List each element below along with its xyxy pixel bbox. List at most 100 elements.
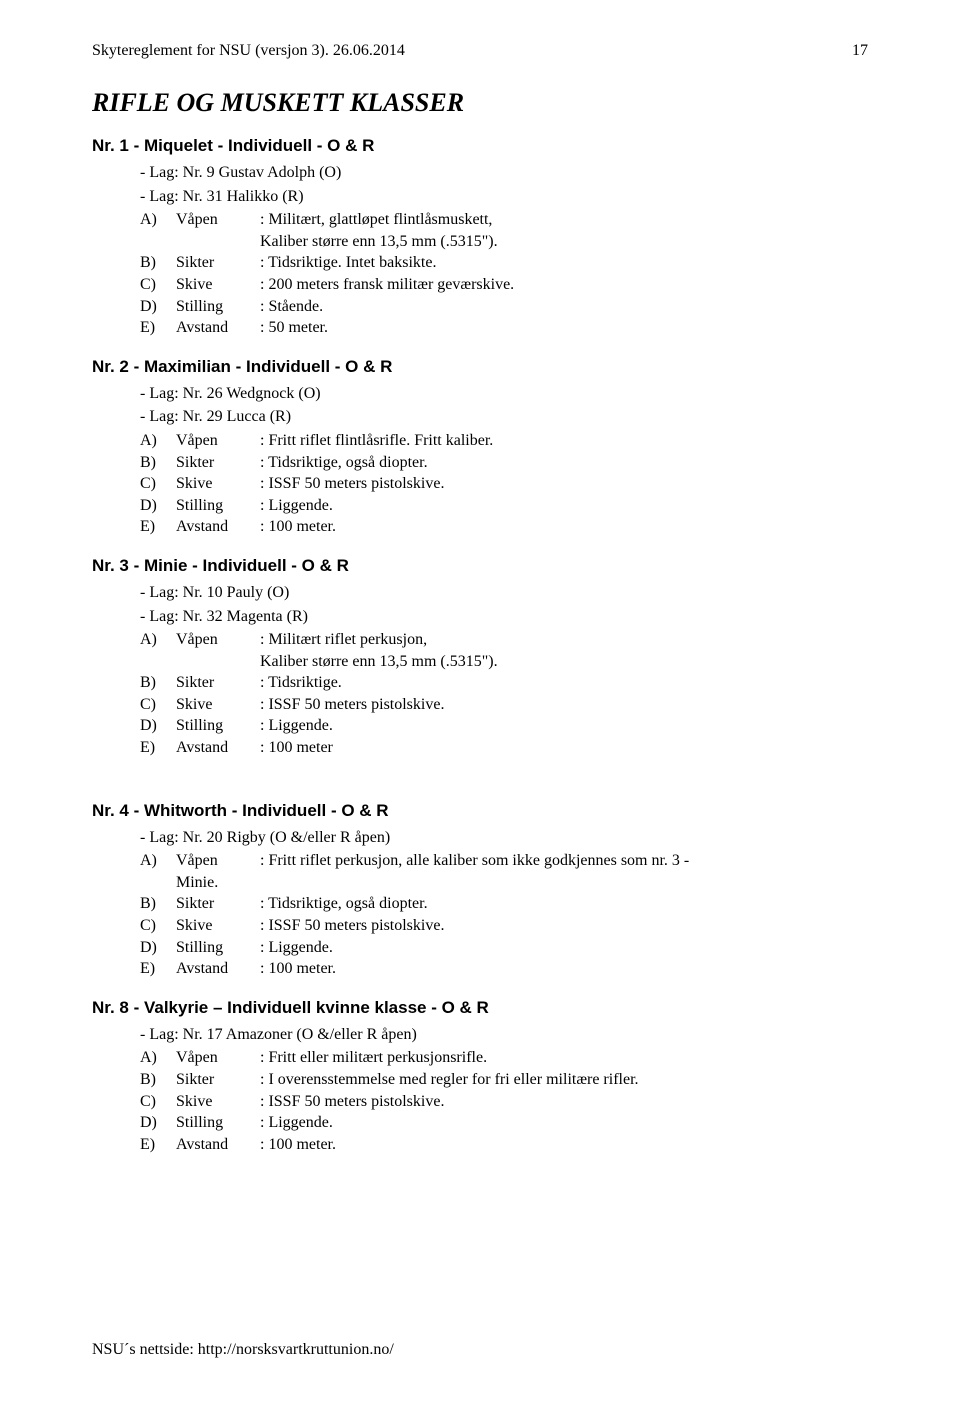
field-value: : Militært, glattløpet flintlåsmuskett, (260, 209, 868, 231)
field-value: : 50 meter. (260, 317, 868, 339)
field-value: : Fritt riflet perkusjon, alle kaliber s… (260, 850, 868, 872)
field-row: B)Sikter: Tidsriktige. Intet baksikte. (140, 252, 868, 274)
entry-title: Nr. 2 - Maximilian - Individuell - O & R (92, 357, 868, 377)
field-row: A)Våpen: Militært riflet perkusjon, (140, 629, 868, 651)
field-label: Våpen (176, 850, 260, 872)
field-row: A)Våpen: Fritt riflet perkusjon, alle ka… (140, 850, 868, 872)
field-value: : ISSF 50 meters pistolskive. (260, 694, 868, 716)
field-value: : 100 meter. (260, 958, 868, 980)
field-value: : Liggende. (260, 1112, 868, 1134)
field-row: D)Stilling: Liggende. (140, 1112, 868, 1134)
field-letter: C) (140, 1091, 176, 1113)
field-letter: C) (140, 274, 176, 296)
field-row: B)Sikter: I overensstemmelse med regler … (140, 1069, 868, 1091)
field-row: C)Skive: ISSF 50 meters pistolskive. (140, 915, 868, 937)
field-continuation: Kaliber større enn 13,5 mm (.5315"). (260, 651, 868, 673)
field-row: D)Stilling: Stående. (140, 296, 868, 318)
field-letter: D) (140, 495, 176, 517)
field-label: Skive (176, 1091, 260, 1113)
entry-title: Nr. 1 - Miquelet - Individuell - O & R (92, 136, 868, 156)
lag-line: - Lag: Nr. 26 Wedgnock (O) (140, 383, 868, 405)
field-label: Sikter (176, 893, 260, 915)
field-label: Skive (176, 274, 260, 296)
field-letter: D) (140, 937, 176, 959)
field-label: Avstand (176, 1134, 260, 1156)
header-left-text: Skytereglement for NSU (versjon 3). 26.0… (92, 42, 405, 60)
field-continuation-label: Minie. (176, 872, 260, 894)
field-label: Stilling (176, 495, 260, 517)
field-letter: B) (140, 252, 176, 274)
field-label: Våpen (176, 629, 260, 651)
field-letter: C) (140, 473, 176, 495)
field-continuation-row: Minie. (140, 872, 868, 894)
lag-line: - Lag: Nr. 17 Amazoner (O &/eller R åpen… (140, 1024, 868, 1046)
field-label: Skive (176, 694, 260, 716)
field-letter: E) (140, 737, 176, 759)
field-label: Skive (176, 473, 260, 495)
entry-title: Nr. 8 - Valkyrie – Individuell kvinne kl… (92, 998, 868, 1018)
field-row: A)Våpen: Militært, glattløpet flintlåsmu… (140, 209, 868, 231)
field-label: Avstand (176, 737, 260, 759)
lag-line: - Lag: Nr. 20 Rigby (O &/eller R åpen) (140, 827, 868, 849)
field-row: A)Våpen: Fritt eller militært perkusjons… (140, 1047, 868, 1069)
field-value: : Fritt riflet flintlåsrifle. Fritt kali… (260, 430, 868, 452)
field-value: : ISSF 50 meters pistolskive. (260, 473, 868, 495)
field-value: : Liggende. (260, 937, 868, 959)
entry-title: Nr. 3 - Minie - Individuell - O & R (92, 556, 868, 576)
field-value: : I overensstemmelse med regler for fri … (260, 1069, 868, 1091)
field-letter: B) (140, 893, 176, 915)
field-letter: C) (140, 915, 176, 937)
field-letter: E) (140, 1134, 176, 1156)
field-row: B)Sikter: Tidsriktige, også diopter. (140, 452, 868, 474)
field-value: : Tidsriktige. (260, 672, 868, 694)
lag-line: - Lag: Nr. 10 Pauly (O) (140, 582, 868, 604)
lag-line: - Lag: Nr. 29 Lucca (R) (140, 406, 868, 428)
field-value: : Tidsriktige, også diopter. (260, 452, 868, 474)
entries-container: Nr. 1 - Miquelet - Individuell - O & R - … (92, 136, 868, 1155)
field-row: A)Våpen: Fritt riflet flintlåsrifle. Fri… (140, 430, 868, 452)
field-row: B)Sikter: Tidsriktige. (140, 672, 868, 694)
field-label: Avstand (176, 317, 260, 339)
field-value: : Liggende. (260, 715, 868, 737)
field-row: D)Stilling: Liggende. (140, 715, 868, 737)
field-value: : 100 meter. (260, 1134, 868, 1156)
field-row: E)Avstand: 50 meter. (140, 317, 868, 339)
page-number: 17 (852, 42, 868, 60)
field-row: C)Skive: ISSF 50 meters pistolskive. (140, 1091, 868, 1113)
field-label: Sikter (176, 1069, 260, 1091)
field-letter: C) (140, 694, 176, 716)
footer-text: NSU´s nettside: http://norsksvartkruttun… (92, 1341, 394, 1359)
field-value: : 200 meters fransk militær geværskive. (260, 274, 868, 296)
field-value: : ISSF 50 meters pistolskive. (260, 1091, 868, 1113)
field-letter: A) (140, 629, 176, 651)
section-title: RIFLE OG MUSKETT KLASSER (92, 88, 868, 118)
page-header: Skytereglement for NSU (versjon 3). 26.0… (92, 42, 868, 60)
field-value: : Tidsriktige, også diopter. (260, 893, 868, 915)
field-label: Stilling (176, 937, 260, 959)
field-letter: E) (140, 317, 176, 339)
field-value: : Stående. (260, 296, 868, 318)
field-letter: B) (140, 452, 176, 474)
field-letter: D) (140, 296, 176, 318)
field-label: Skive (176, 915, 260, 937)
field-row: E)Avstand: 100 meter (140, 737, 868, 759)
field-letter: A) (140, 430, 176, 452)
section-gap (92, 759, 868, 783)
field-row: C)Skive: ISSF 50 meters pistolskive. (140, 473, 868, 495)
field-row: D)Stilling: Liggende. (140, 937, 868, 959)
field-row: E)Avstand: 100 meter. (140, 516, 868, 538)
field-label: Sikter (176, 252, 260, 274)
field-label: Avstand (176, 516, 260, 538)
field-value: : Liggende. (260, 495, 868, 517)
entry-title: Nr. 4 - Whitworth - Individuell - O & R (92, 801, 868, 821)
field-letter: B) (140, 1069, 176, 1091)
field-letter: A) (140, 1047, 176, 1069)
field-label: Våpen (176, 1047, 260, 1069)
field-label: Våpen (176, 430, 260, 452)
field-value: : Fritt eller militært perkusjonsrifle. (260, 1047, 868, 1069)
field-label: Stilling (176, 296, 260, 318)
field-value: : Tidsriktige. Intet baksikte. (260, 252, 868, 274)
field-label: Våpen (176, 209, 260, 231)
field-letter: A) (140, 850, 176, 872)
field-row: D)Stilling: Liggende. (140, 495, 868, 517)
